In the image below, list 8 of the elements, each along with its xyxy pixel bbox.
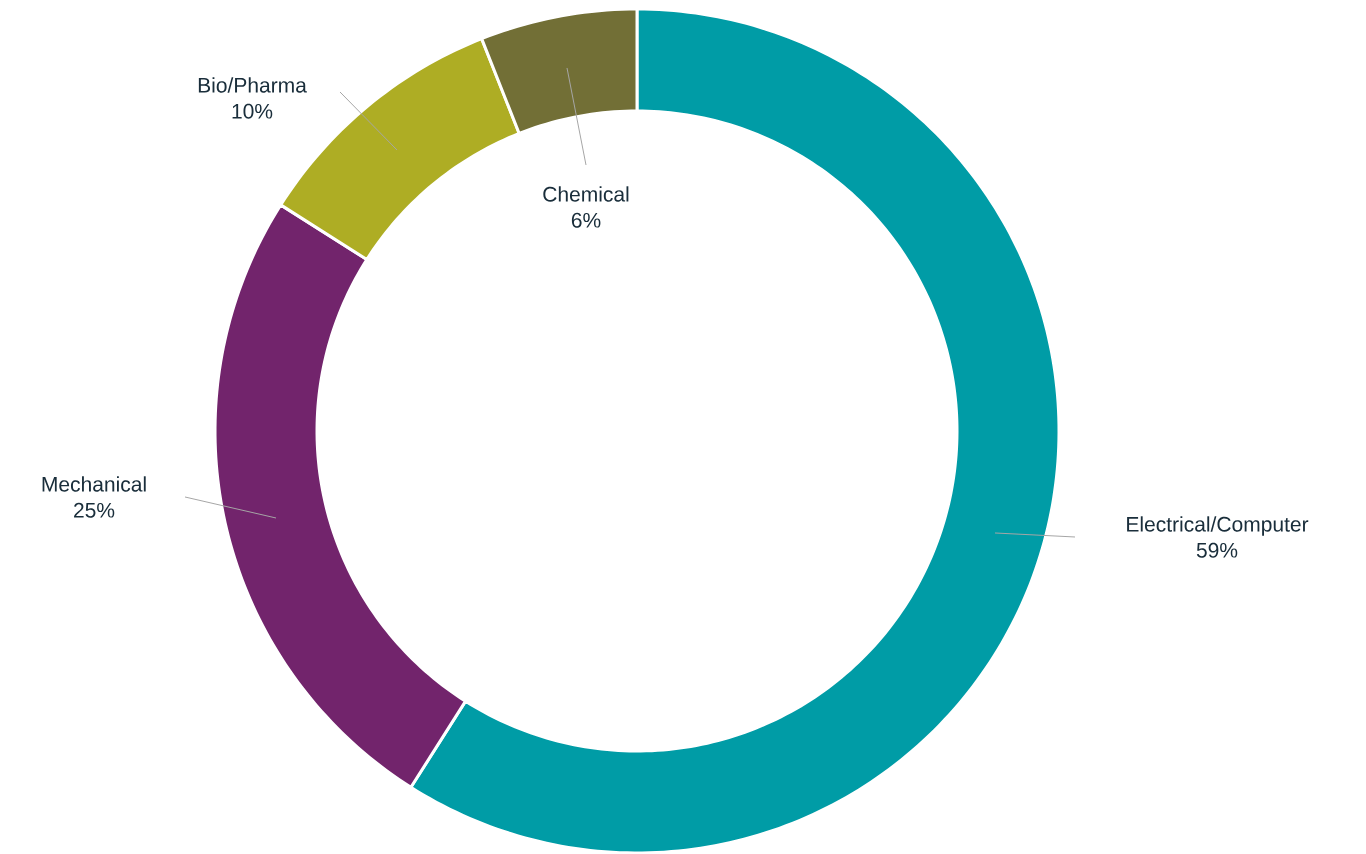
data-label: 6% xyxy=(571,212,601,228)
slice-label: Bio/Pharma xyxy=(198,77,307,93)
slice-label: Chemical xyxy=(543,186,629,202)
slice-label: Mechanical xyxy=(42,476,146,492)
data-label: 10% xyxy=(232,103,273,119)
data-label: 25% xyxy=(74,502,115,518)
data-label: 59% xyxy=(1196,542,1238,558)
slice-label: Electrical/Computer xyxy=(1127,516,1309,536)
